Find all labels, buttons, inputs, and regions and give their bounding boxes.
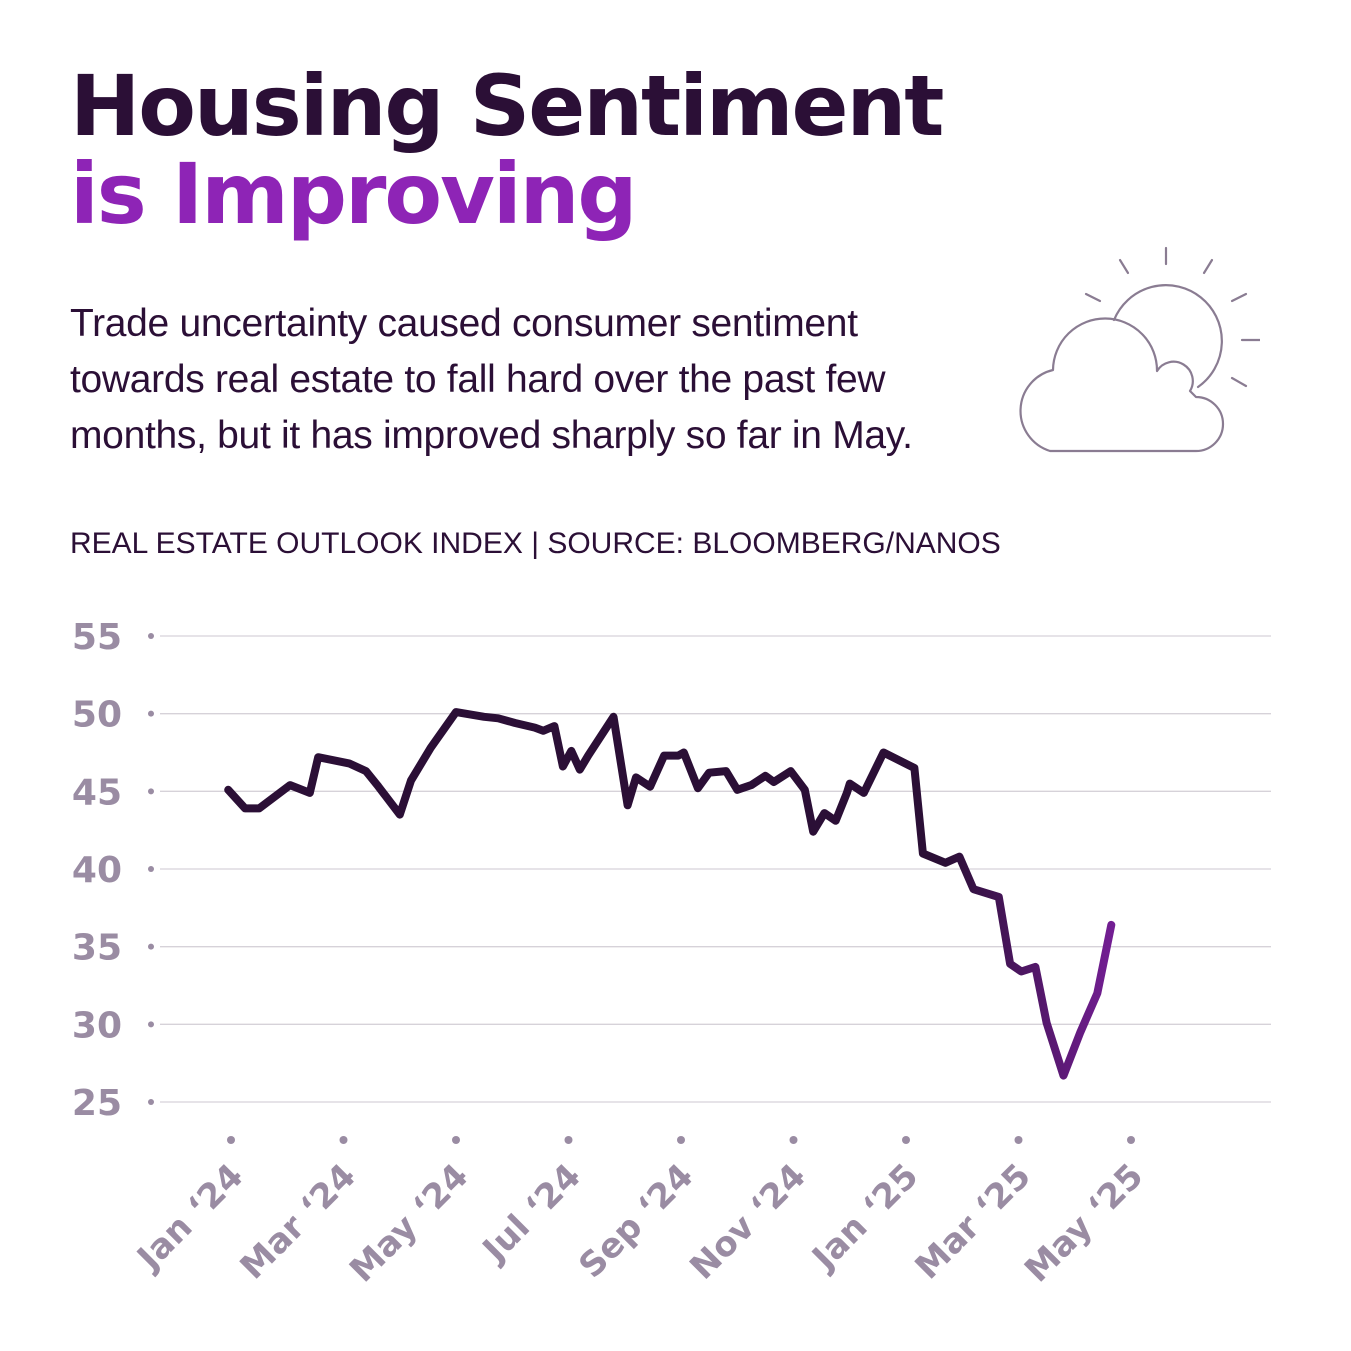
- xtick-label-3: Jul ‘24: [474, 1156, 589, 1271]
- xtick-dot-6: [902, 1136, 910, 1144]
- xtick-label-5: Nov ‘24: [682, 1156, 814, 1288]
- sun-rays: [1084, 246, 1260, 388]
- sun-outline: [1112, 284, 1223, 389]
- ytick-dot-25: [148, 1099, 154, 1105]
- y-axis: 55 50 45 40 35 30 25: [72, 617, 154, 1124]
- ytick-label-55: 55: [72, 617, 122, 658]
- ytick-dot-50: [148, 710, 154, 717]
- sun-behind-cloud-icon: [1019, 246, 1260, 453]
- source-caption: REAL ESTATE OUTLOOK INDEX | SOURCE: BLOO…: [70, 527, 1001, 560]
- ytick-dot-55: [148, 633, 154, 639]
- ytick-label-50: 50: [72, 695, 122, 736]
- ytick-label-35: 35: [72, 928, 122, 969]
- title-line-1: Housing Sentiment: [70, 57, 944, 155]
- title-line-2: is Improving: [70, 145, 638, 243]
- xtick-label-2: May ‘24: [342, 1156, 476, 1290]
- xtick-label-7: Mar ‘25: [908, 1156, 1039, 1287]
- xtick-dot-0: [227, 1136, 235, 1144]
- xtick-dot-5: [789, 1136, 798, 1144]
- xtick-label-8: May ‘25: [1017, 1156, 1151, 1290]
- chart-title: Housing Sentiment is Improving: [70, 62, 944, 243]
- ytick-dot-30: [148, 1021, 154, 1028]
- ytick-label-25: 25: [72, 1083, 122, 1124]
- data-series: [224, 708, 1116, 1080]
- xtick-dot-4: [677, 1136, 685, 1144]
- xtick-label-1: Mar ‘24: [233, 1156, 364, 1287]
- xtick-dot-7: [1014, 1136, 1023, 1144]
- xtick-label-4: Sep ‘24: [571, 1156, 701, 1286]
- grid-lines: [160, 635, 1271, 1103]
- chart-subtitle: Trade uncertainty caused consumer sentim…: [70, 302, 913, 457]
- series-line-0: [224, 708, 1116, 1080]
- xtick-dot-3: [564, 1136, 573, 1144]
- cloud-outline: [1019, 317, 1225, 453]
- ytick-label-30: 30: [72, 1005, 122, 1046]
- xtick-dot-1: [339, 1136, 348, 1144]
- ytick-dot-35: [148, 943, 154, 950]
- ytick-label-40: 40: [72, 850, 122, 891]
- xtick-dot-8: [1127, 1136, 1135, 1144]
- ytick-label-45: 45: [72, 772, 122, 813]
- xtick-dot-2: [452, 1136, 460, 1144]
- ytick-dot-40: [148, 866, 154, 872]
- ytick-dot-45: [148, 788, 154, 795]
